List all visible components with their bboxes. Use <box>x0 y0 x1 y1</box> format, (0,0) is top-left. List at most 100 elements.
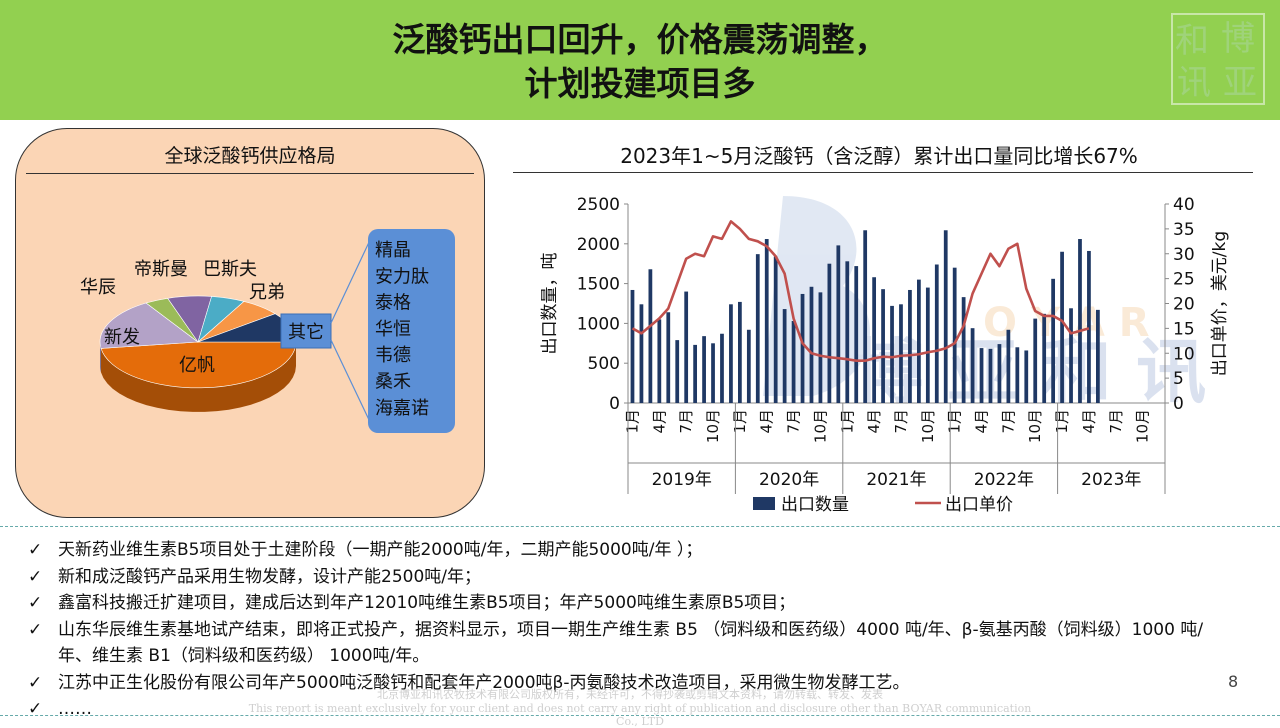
export-volume-bar <box>639 304 644 403</box>
bottom-divider <box>0 715 1280 716</box>
x-month-label: 1月 <box>838 409 856 434</box>
others-list-item: 韦德 <box>375 345 411 366</box>
chart-title: 2023年1~5月泛酸钙（含泛醇）累计出口量同比增长67% <box>620 144 1138 168</box>
footer-copyright-cn: 北京博亚和讯农牧技术有限公司版权所有，未经许可，不得抄袭或剪辑文本资料，请勿转载… <box>377 688 883 701</box>
x-month-label: 10月 <box>704 409 722 443</box>
x-month-label: 1月 <box>946 409 964 434</box>
x-month-label: 4月 <box>1080 409 1098 434</box>
y2-tick-label: 15 <box>1173 319 1195 339</box>
export-volume-bar <box>1006 329 1011 403</box>
export-volume-bar <box>738 301 742 403</box>
export-volume-bar <box>925 287 930 403</box>
export-volume-bar <box>702 336 706 403</box>
export-volume-bar <box>711 343 715 403</box>
y-tick-label: 1000 <box>577 314 620 334</box>
page-number: 8 <box>1228 672 1239 691</box>
x-month-label: 10月 <box>1134 409 1152 443</box>
connector-line <box>330 237 372 324</box>
logo-char: 和 <box>1175 21 1209 61</box>
export-volume-bar <box>684 291 689 403</box>
check-icon: ✓ <box>28 593 43 613</box>
connector-line <box>330 339 372 425</box>
others-label: 其它 <box>288 322 324 343</box>
pie-slice-side <box>101 342 296 412</box>
legend-bar-swatch <box>753 497 775 510</box>
x-month-label: 4月 <box>758 409 776 434</box>
bullet-text: 天新药业维生素B5项目处于土建阶段（一期产能2000吨/年，二期产能5000吨/… <box>58 540 703 560</box>
export-volume-bar <box>746 329 751 403</box>
export-volume-bar <box>943 230 948 403</box>
export-volume-bar <box>836 245 841 403</box>
y2-tick-label: 30 <box>1173 245 1195 265</box>
y2-tick-label: 10 <box>1173 344 1195 364</box>
pie-slice <box>100 341 297 389</box>
export-volume-bar <box>961 297 966 403</box>
header-banner <box>0 0 1280 120</box>
pie-label: 新发 <box>104 327 140 348</box>
y2-tick-label: 0 <box>1173 394 1184 414</box>
export-volume-bar <box>1015 347 1020 403</box>
export-volume-bar <box>675 340 680 403</box>
x-month-label: 10月 <box>919 409 937 443</box>
x-month-label: 1月 <box>1053 409 1071 434</box>
export-volume-bar <box>1024 350 1029 403</box>
check-icon: ✓ <box>28 566 43 587</box>
export-volume-bar <box>657 319 662 403</box>
project-bullet: ✓ 江苏中正生化股份有限公司年产5000吨泛酸钙和配套年产2000吨β-丙氨酸技术… <box>28 670 1218 697</box>
y2-tick-label: 20 <box>1173 295 1195 315</box>
export-volume-bar <box>782 309 787 403</box>
title-line-1: 泛酸钙出口回升，价格震荡调整， <box>392 20 888 59</box>
svg-text:博 亚 和 讯: 博 亚 和 讯 <box>853 331 1206 413</box>
y-tick-label: 2000 <box>577 235 620 255</box>
export-volume-bar <box>720 333 724 403</box>
x-month-label: 4月 <box>650 409 668 434</box>
x-year-label: 2019年 <box>652 470 712 490</box>
export-volume-bar <box>773 256 778 403</box>
y2-tick-label: 35 <box>1173 220 1195 240</box>
export-volume-bar <box>1069 308 1073 403</box>
others-label-box <box>280 313 332 349</box>
others-list-item: 泰格 <box>375 293 411 314</box>
others-list-item: 桑禾 <box>375 372 411 393</box>
project-bullet: ✓ …… <box>28 696 1218 723</box>
export-volume-bar <box>917 279 921 403</box>
export-volume-bar <box>890 305 894 403</box>
export-volume-bar <box>630 289 635 403</box>
export-price-line <box>631 220 1090 363</box>
pie-label: 巴斯夫 <box>203 259 257 280</box>
x-year-label: 2022年 <box>974 470 1034 490</box>
export-volume-bar <box>1078 239 1082 403</box>
x-month-label: 7月 <box>1107 409 1125 434</box>
export-volume-bar <box>1096 309 1100 403</box>
x-month-label: 1月 <box>731 409 749 434</box>
x-month-label: 4月 <box>865 409 883 434</box>
export-volume-bar <box>800 293 805 403</box>
logo-char: 博 <box>1221 19 1255 59</box>
export-volume-bar <box>1051 278 1056 403</box>
export-volume-bar <box>791 321 796 403</box>
x-month-label: 7月 <box>677 409 695 434</box>
x-year-label: 2020年 <box>759 470 819 490</box>
logo-char: 讯 <box>1177 63 1211 103</box>
logo-char: 亚 <box>1223 63 1257 103</box>
others-list-box <box>368 229 455 433</box>
x-month-label: 7月 <box>892 409 910 434</box>
x-month-label: 7月 <box>999 409 1017 434</box>
x-month-label: 7月 <box>785 409 803 434</box>
y-axis-title: 出口数量，吨 <box>540 253 560 355</box>
bullet-text: 新和成泛酸钙产品采用生物发酵，设计产能2500吨/年； <box>58 566 481 587</box>
export-volume-bar <box>854 266 859 403</box>
export-volume-bar <box>693 344 698 403</box>
project-bullet: ✓ 山东华辰维生素基地试产结束，即将正式投产，据资料显示，项目一期生产维生素 B5… <box>28 617 1218 670</box>
export-chart: O Y A R 博 亚 和 讯 0 500 1000 1500 2000 2500 0 5 10… <box>540 195 1230 515</box>
export-volume-bar <box>1087 250 1091 403</box>
svg-text:O Y A R: O Y A R <box>983 300 1150 346</box>
y-tick-label: 2500 <box>577 195 620 215</box>
x-month-label: 10月 <box>811 409 829 443</box>
project-bullet: ✓ 天新药业维生素B5项目处于土建阶段（一期产能2000吨/年，二期产能5000吨… <box>28 537 1218 564</box>
pie-slice <box>99 302 199 349</box>
bullet-text: …… <box>58 699 92 719</box>
export-volume-bar <box>648 269 653 403</box>
x-month-label: 4月 <box>973 409 991 434</box>
